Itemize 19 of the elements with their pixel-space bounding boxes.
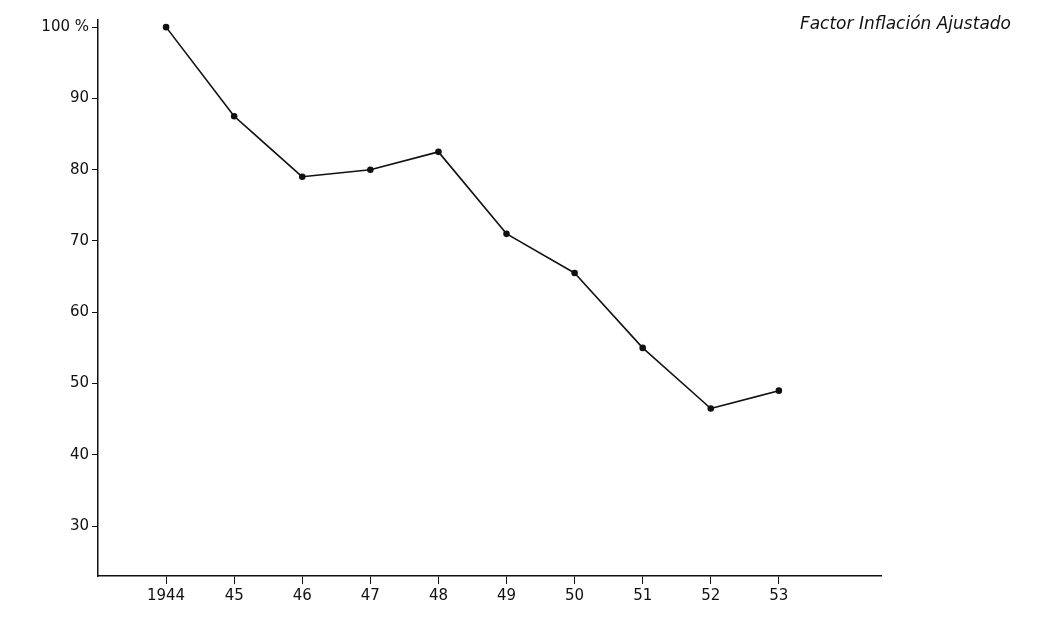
y-tick-label: 70: [69, 230, 89, 249]
y-tick-label: 50: [69, 373, 89, 392]
y-tick-label: 30: [69, 515, 89, 534]
x-tick-label: 46: [292, 585, 312, 604]
x-tick-label: 53: [769, 585, 789, 604]
y-tick-label: 40: [69, 444, 89, 463]
y-tick-label: 60: [69, 302, 89, 321]
x-tick-label: 45: [224, 585, 244, 604]
x-tick-label: 52: [701, 585, 721, 604]
x-tick-label: 48: [428, 585, 448, 604]
chart-title: Factor Inflación Ajustado: [799, 12, 1011, 33]
x-tick-label: 51: [633, 585, 653, 604]
y-tick-label: 90: [69, 88, 89, 107]
y-tick-label: 80: [69, 159, 89, 178]
x-tick-label: 47: [360, 585, 380, 604]
x-tick-label: 1944: [146, 585, 186, 604]
x-tick-label: 49: [496, 585, 517, 604]
x-tick-label: 50: [565, 585, 585, 604]
y-tick-label: 100 %: [41, 17, 89, 36]
